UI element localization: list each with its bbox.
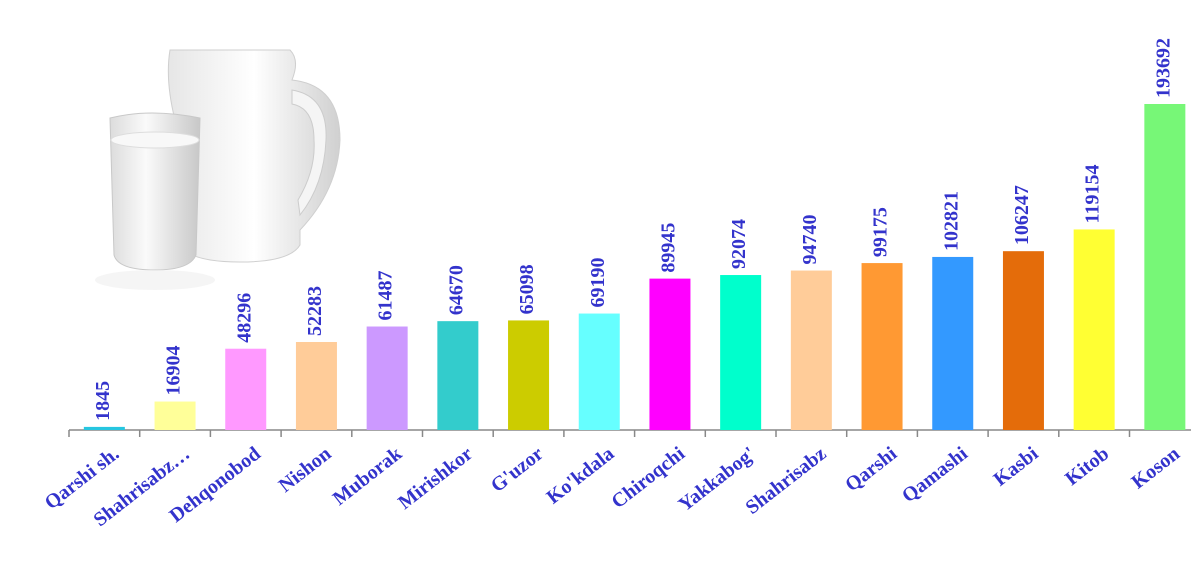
bar bbox=[861, 263, 903, 430]
bar bbox=[1144, 104, 1186, 430]
x-tick-label: Qarshi bbox=[841, 442, 901, 496]
value-label: 69190 bbox=[587, 258, 609, 308]
value-label: 99175 bbox=[870, 207, 892, 257]
value-label: 52283 bbox=[304, 286, 326, 336]
value-label: 92074 bbox=[728, 219, 750, 269]
value-label: 65098 bbox=[516, 264, 538, 314]
bar bbox=[649, 278, 691, 430]
value-label: 106247 bbox=[1011, 185, 1033, 245]
value-label: 119154 bbox=[1082, 165, 1104, 224]
bar bbox=[790, 270, 832, 430]
x-tick-label: Qamashi bbox=[898, 442, 972, 507]
x-tick-label: Muborak bbox=[329, 442, 407, 510]
bar bbox=[932, 256, 974, 430]
x-tick-label: Koson bbox=[1127, 443, 1183, 494]
bar bbox=[437, 321, 479, 430]
bar bbox=[154, 401, 196, 430]
value-label: 89945 bbox=[658, 223, 680, 273]
milk-illustration bbox=[95, 49, 341, 290]
value-label: 102821 bbox=[940, 191, 962, 251]
bar bbox=[83, 426, 125, 430]
x-tick-label: Kitob bbox=[1061, 443, 1113, 490]
value-label: 61487 bbox=[375, 271, 397, 321]
x-tick-label: Ko'kdala bbox=[543, 443, 619, 509]
bar bbox=[578, 313, 620, 430]
x-tick-label: G'uzor bbox=[487, 443, 548, 497]
bar bbox=[1002, 251, 1044, 430]
bar bbox=[720, 275, 762, 430]
value-label: 64670 bbox=[445, 265, 467, 315]
value-label: 193692 bbox=[1152, 38, 1174, 98]
x-tick-label: Mirishkor bbox=[394, 443, 477, 514]
bar bbox=[1073, 229, 1115, 430]
value-label: 16904 bbox=[163, 346, 185, 396]
bar bbox=[366, 326, 408, 430]
bar bbox=[225, 348, 267, 430]
x-tick-label: Nishon bbox=[275, 443, 336, 497]
bar bbox=[508, 320, 550, 430]
value-label: 48296 bbox=[233, 293, 255, 343]
value-label: 1845 bbox=[92, 381, 114, 421]
value-label: 94740 bbox=[799, 215, 821, 265]
bar bbox=[295, 342, 337, 430]
x-tick-label: Kasbi bbox=[990, 442, 1043, 490]
